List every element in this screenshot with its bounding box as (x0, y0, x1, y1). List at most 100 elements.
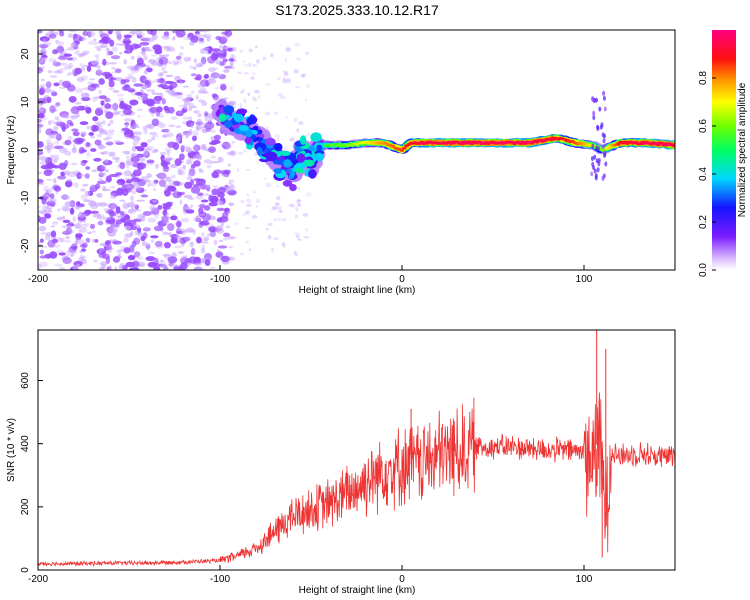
noise-speckle (187, 173, 193, 179)
noise-speckle (169, 164, 178, 168)
noise-speckle (163, 242, 171, 249)
noise-speckle (112, 156, 121, 161)
noise-speckle (195, 195, 204, 200)
noise-speckle (109, 62, 118, 65)
noise-speckle (254, 45, 259, 49)
noise-speckle (48, 197, 57, 203)
noise-speckle (53, 70, 61, 74)
noise-speckle (87, 40, 97, 45)
noise-speckle (185, 148, 193, 153)
noise-speckle (110, 222, 120, 228)
noise-speckle (78, 218, 82, 225)
ridge-streak (603, 152, 607, 158)
ridge-streak (591, 96, 595, 102)
noise-speckle (155, 163, 159, 169)
noise-speckle (204, 115, 213, 122)
snr-x-tick-label: 100 (576, 574, 593, 585)
noise-speckle (104, 159, 109, 164)
noise-speckle (129, 267, 139, 270)
noise-speckle (160, 154, 165, 163)
noise-speckle (175, 110, 184, 117)
noise-speckle (189, 116, 193, 121)
noise-speckle (188, 256, 198, 264)
noise-speckle (99, 247, 105, 252)
noise-speckle (61, 67, 67, 71)
noise-speckle (244, 240, 250, 244)
noise-speckle (129, 31, 136, 35)
noise-speckle (197, 83, 203, 88)
noise-speckle (58, 237, 65, 243)
noise-speckle (86, 65, 92, 72)
noise-speckle (51, 154, 60, 161)
noise-speckle (45, 162, 55, 169)
noise-speckle (203, 159, 213, 164)
noise-speckle (216, 207, 226, 212)
ridge-blob (314, 152, 324, 162)
noise-speckle (247, 92, 251, 97)
ridge-blob (218, 113, 227, 122)
noise-speckle (215, 86, 219, 90)
noise-speckle (248, 248, 252, 252)
noise-speckle (46, 147, 51, 154)
noise-speckle (55, 39, 59, 44)
noise-speckle (276, 137, 280, 142)
noise-speckle (169, 89, 175, 95)
noise-speckle (157, 64, 164, 67)
noise-speckle (302, 73, 306, 78)
noise-speckle (227, 47, 234, 52)
noise-speckle (61, 225, 70, 228)
noise-speckle (115, 31, 121, 37)
noise-speckle (100, 165, 107, 170)
noise-speckle (103, 217, 112, 221)
noise-speckle (132, 141, 138, 147)
noise-speckle (56, 45, 65, 54)
noise-speckle (166, 223, 175, 232)
noise-speckle (212, 185, 219, 188)
noise-speckle (277, 134, 280, 139)
noise-speckle (50, 225, 56, 228)
noise-speckle (143, 150, 149, 156)
noise-speckle (231, 49, 238, 52)
noise-speckle (70, 243, 78, 251)
noise-speckle (101, 36, 110, 44)
noise-speckle (48, 120, 52, 126)
noise-speckle (133, 65, 140, 71)
noise-speckle (150, 235, 159, 239)
noise-speckle (284, 57, 288, 63)
noise-speckle (88, 200, 97, 207)
noise-speckle (110, 71, 119, 74)
noise-speckle (255, 205, 259, 208)
noise-speckle (228, 100, 237, 106)
noise-speckle (219, 83, 227, 86)
noise-speckle (296, 199, 301, 204)
noise-speckle (53, 158, 59, 162)
noise-speckle (183, 56, 190, 62)
noise-speckle (198, 180, 204, 184)
noise-speckle (80, 131, 87, 136)
noise-speckle (239, 49, 243, 54)
noise-speckle (114, 266, 118, 270)
ridge-streak (602, 138, 606, 144)
noise-speckle (143, 69, 148, 75)
noise-speckle (131, 32, 136, 37)
noise-speckle (274, 134, 277, 137)
noise-speckle (210, 128, 216, 134)
snr-y-label: SNR (10 * v/v) (6, 418, 17, 482)
noise-speckle (200, 122, 205, 125)
noise-speckle (79, 244, 86, 248)
noise-speckle (213, 67, 219, 70)
noise-speckle (156, 172, 167, 180)
noise-speckle (192, 155, 202, 159)
noise-speckle (104, 97, 111, 103)
ridge-streak (592, 115, 596, 121)
noise-speckle (256, 106, 259, 109)
noise-speckle (183, 228, 188, 234)
noise-speckle (173, 62, 179, 66)
noise-speckle (99, 261, 108, 266)
noise-speckle (180, 232, 186, 236)
noise-speckle (193, 110, 200, 114)
noise-speckle (217, 200, 224, 206)
noise-speckle (195, 63, 203, 68)
noise-speckle (116, 110, 125, 114)
noise-speckle (83, 262, 87, 265)
